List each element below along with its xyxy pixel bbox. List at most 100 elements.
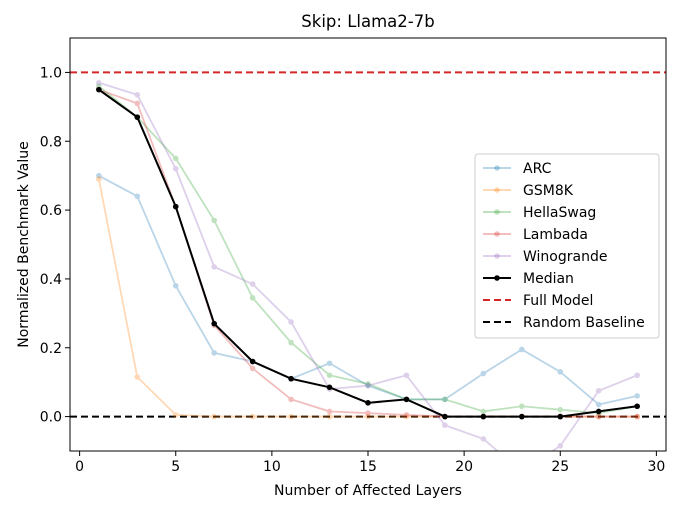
lambada-point xyxy=(595,413,602,420)
winogrande-point xyxy=(249,281,256,287)
lambada-point xyxy=(403,412,410,418)
legend-item-arc: ARC xyxy=(483,161,552,177)
gsm8k-point xyxy=(96,176,102,182)
winogrande-point xyxy=(519,469,525,475)
lambada-point xyxy=(134,100,141,107)
arc-point xyxy=(172,283,179,289)
x-tick-label: 20 xyxy=(455,459,473,475)
hellaswag-point xyxy=(288,339,294,346)
hellaswag-point xyxy=(519,403,525,410)
median-point xyxy=(595,408,602,415)
median-point xyxy=(326,384,333,391)
legend-item-winogrande: Winogrande xyxy=(483,249,607,265)
series-median xyxy=(96,86,640,420)
legend-label: Full Model xyxy=(523,293,593,309)
hellaswag-line xyxy=(98,85,638,415)
arc-point xyxy=(557,369,564,375)
median-point xyxy=(442,413,448,420)
x-tick-label: 15 xyxy=(359,459,377,475)
median-point xyxy=(172,203,179,210)
series-winogrande xyxy=(96,79,640,475)
median-point xyxy=(249,358,256,365)
hellaswag-point xyxy=(211,217,217,224)
lambada-point xyxy=(288,396,294,403)
winogrande-point xyxy=(595,387,602,394)
lambada-point xyxy=(365,410,371,416)
winogrande-point xyxy=(134,91,141,98)
series-layer xyxy=(70,71,666,475)
legend-item-random-baseline: Random Baseline xyxy=(483,315,645,331)
y-axis: 0.0 0.2 0.4 0.6 0.8 1.0 xyxy=(40,65,70,426)
plot-area xyxy=(69,37,667,475)
hellaswag-point xyxy=(172,155,179,162)
arc-point xyxy=(519,346,525,353)
y-axis-label: Normalized Benchmark Value xyxy=(16,141,32,347)
winogrande-point xyxy=(442,422,448,428)
legend-label: GSM8K xyxy=(523,183,574,199)
y-tick-label: 0.8 xyxy=(40,134,62,150)
gsm8k-point xyxy=(365,413,371,420)
gsm8k-point xyxy=(211,413,217,420)
x-tick-label: 25 xyxy=(551,459,569,475)
winogrande-point xyxy=(403,372,410,379)
gsm8k-point xyxy=(403,413,410,420)
x-tick-label: 5 xyxy=(171,459,180,475)
winogrande-line xyxy=(98,81,638,451)
median-point xyxy=(96,86,102,93)
lambada-point xyxy=(634,413,640,420)
gsm8k-point xyxy=(249,413,256,420)
winogrande-point xyxy=(365,382,371,389)
median-point xyxy=(634,403,640,410)
legend-item-hellaswag: HellaSwag xyxy=(483,205,596,221)
legend-label: Random Baseline xyxy=(523,315,645,331)
gsm8k-point xyxy=(134,374,141,380)
legend-item-gsm8k: GSM8K xyxy=(483,183,574,199)
legend-frame xyxy=(474,153,660,339)
hellaswag-point xyxy=(480,408,487,415)
gsm8k-point xyxy=(172,412,179,418)
gsm8k-point xyxy=(288,413,294,420)
hellaswag-point xyxy=(557,406,564,413)
y-tick-label: 0.6 xyxy=(40,203,62,219)
arc-line xyxy=(98,174,638,406)
legend-swatch-marker xyxy=(494,209,500,215)
hellaswag-point xyxy=(442,396,448,403)
y-tick-label: 1.0 xyxy=(40,65,62,81)
median-point xyxy=(403,396,410,403)
median-point xyxy=(365,400,371,406)
x-axis: 0 5 10 15 20 25 30 xyxy=(75,451,665,475)
winogrande-point xyxy=(172,165,179,172)
hellaswag-point xyxy=(365,381,371,387)
x-axis-label: Number of Affected Layers xyxy=(274,483,462,499)
legend-swatch-marker xyxy=(494,165,500,171)
winogrande-point xyxy=(288,319,294,325)
arc-point xyxy=(211,350,217,356)
hellaswag-point xyxy=(249,295,256,301)
median-point xyxy=(480,413,487,420)
legend-label: Lambada xyxy=(523,227,588,243)
y-tick-label: 0.2 xyxy=(40,341,62,357)
legend-swatch-marker xyxy=(494,275,500,281)
arc-point xyxy=(365,382,371,389)
x-tick-label: 0 xyxy=(75,459,84,475)
winogrande-point xyxy=(557,443,564,449)
median-point xyxy=(288,375,294,382)
winogrande-point xyxy=(634,372,640,379)
arc-point xyxy=(134,193,141,200)
legend-swatch-marker xyxy=(494,231,500,237)
arc-point xyxy=(480,370,487,377)
gsm8k-point xyxy=(326,413,333,420)
legend-swatch-marker xyxy=(494,253,500,259)
legend-swatch-marker xyxy=(494,187,500,193)
hellaswag-point xyxy=(326,372,333,379)
lambada-point xyxy=(249,365,256,372)
median-point xyxy=(134,114,141,120)
arc-point xyxy=(595,401,602,408)
y-tick-label: 0.0 xyxy=(40,410,62,426)
gsm8k-point xyxy=(634,413,640,420)
legend-label: ARC xyxy=(523,161,552,177)
arc-point xyxy=(96,172,102,179)
legend: ARC GSM8K HellaSwag Lambada Winogrande Median… xyxy=(474,153,660,339)
legend-item-full-model: Full Model xyxy=(483,293,593,309)
